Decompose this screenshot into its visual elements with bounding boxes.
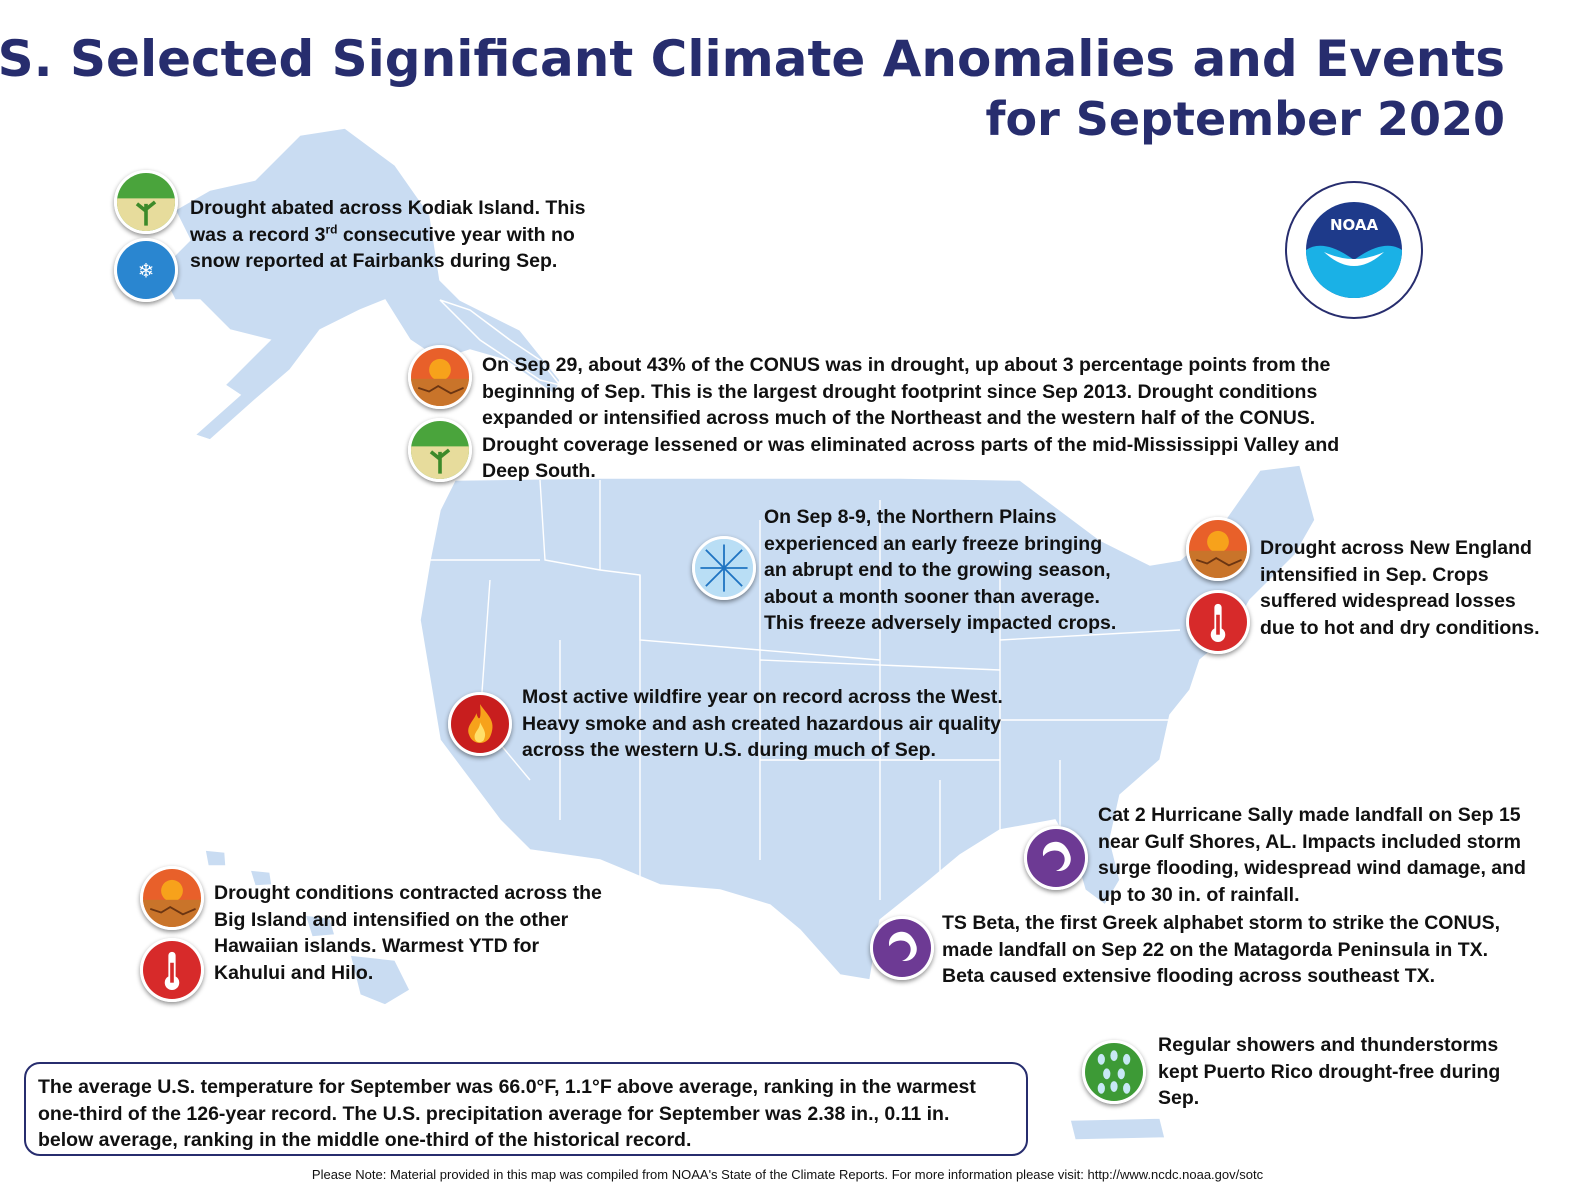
conus-landmass <box>419 464 1316 981</box>
footer-note: Please Note: Material provided in this m… <box>311 1167 1264 1182</box>
noaa-logo: NOAA <box>1284 180 1424 320</box>
tropical-storm-icon <box>870 916 934 980</box>
page-title: U.S. Selected Significant Climate Anomal… <box>0 30 1505 88</box>
hawaii-kauai <box>204 849 227 867</box>
puerto-rico <box>1069 1117 1166 1141</box>
national-summary-box: The average U.S. temperature for Septemb… <box>24 1062 1028 1156</box>
northern-plains-note: On Sep 8-9, the Northern Plains experien… <box>764 506 1117 634</box>
alaska-panhandle <box>439 299 562 387</box>
conus-drought-note: On Sep 29, about 43% of the CONUS was in… <box>482 354 1340 482</box>
ts-beta-note: TS Beta, the first Greek alphabet storm … <box>942 912 1501 987</box>
svg-text:❄: ❄ <box>138 259 155 282</box>
puerto-rico-note: Regular showers and thunderstorms kept P… <box>1158 1034 1501 1109</box>
drought-icon <box>1186 517 1250 581</box>
new-england-note: Drought across New England intensified i… <box>1260 537 1540 639</box>
drought-icon <box>408 345 472 409</box>
alaska-note: Drought abated across Kodiak Island. Thi… <box>190 197 586 272</box>
hawaii-big-island <box>349 954 411 1006</box>
hawaii-oahu <box>248 869 273 887</box>
snow-icon: ❄ <box>114 238 178 302</box>
wildfire-icon <box>448 692 512 756</box>
heat-icon <box>140 938 204 1002</box>
alaska-landmass <box>159 127 561 441</box>
drought-relief-icon <box>114 170 178 234</box>
page-subtitle: for September 2020 <box>985 92 1505 146</box>
svg-text:NOAA: NOAA <box>1330 216 1379 234</box>
heat-icon <box>1186 590 1250 654</box>
drought-relief-icon <box>408 418 472 482</box>
hawaii-note: Drought conditions contracted across the… <box>214 882 602 984</box>
freeze-icon <box>692 536 756 600</box>
drought-icon <box>140 866 204 930</box>
hurricane-icon <box>1024 826 1088 890</box>
hawaii-maui <box>303 914 336 938</box>
wildfire-note: Most active wildfire year on record acro… <box>522 686 1003 761</box>
hurricane-sally-note: Cat 2 Hurricane Sally made landfall on S… <box>1098 804 1526 906</box>
rain-icon <box>1082 1040 1146 1104</box>
